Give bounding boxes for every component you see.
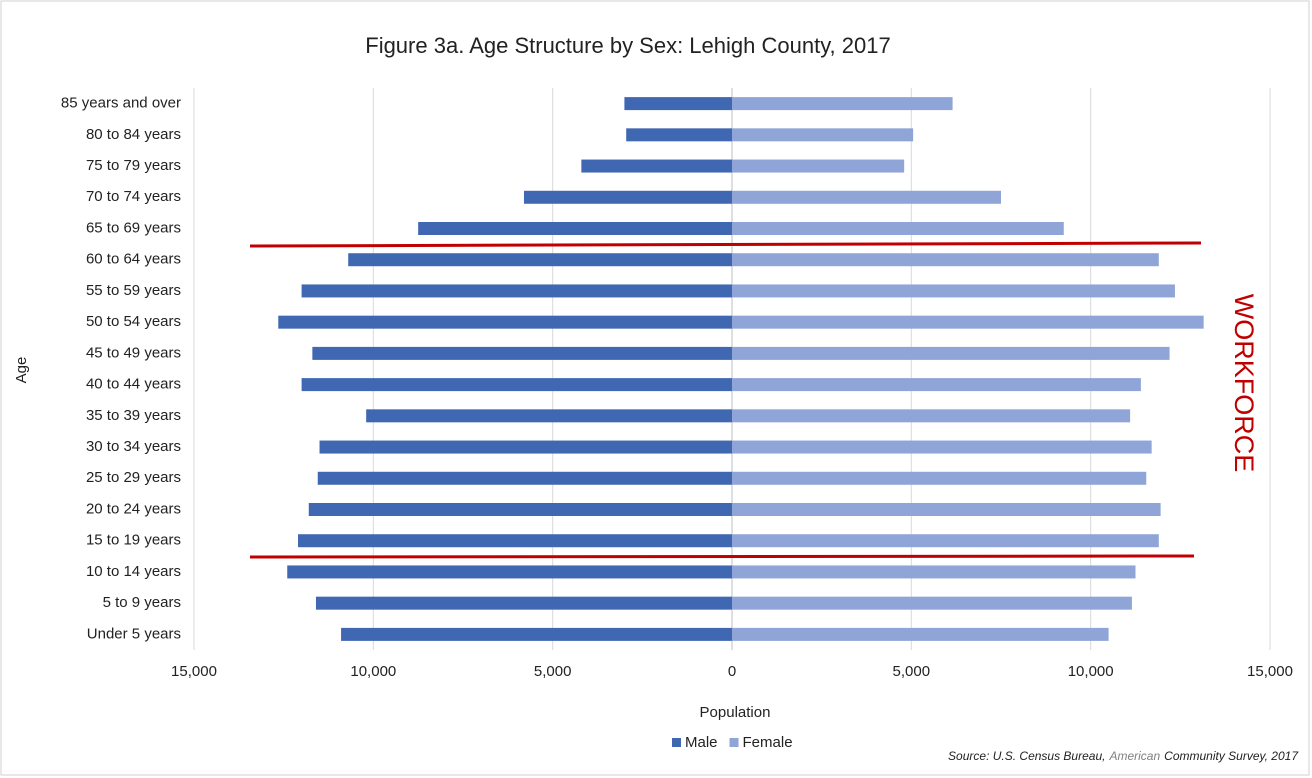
legend-label: Male [685,734,718,751]
x-tick-label: 10,000 [1068,663,1114,680]
bar [732,440,1152,454]
y-tick-label: 40 to 44 years [86,376,181,393]
bar [624,97,732,111]
x-tick-label: 5,000 [534,663,572,680]
x-tick-label: 15,000 [171,663,217,680]
bar [732,253,1159,267]
bar [732,284,1175,298]
legend-label: Female [743,734,793,751]
bar [308,503,732,516]
bar [732,534,1159,548]
x-tick-label: 10,000 [350,663,396,680]
bar [418,222,732,235]
bar [732,97,953,111]
bar [301,284,732,298]
y-tick-label: 5 to 9 years [103,594,181,611]
bar [732,565,1136,579]
source-part: American [1108,749,1160,763]
y-tick-label: 45 to 49 years [86,344,181,361]
bar [341,627,732,641]
annotation: WORKFORCE [1229,294,1259,473]
bar [732,409,1131,423]
bar [348,253,732,267]
y-tick-label: 50 to 54 years [86,313,181,330]
bar [319,440,732,454]
bar [732,315,1204,329]
plot-area: 15,000 10,000 5,000 0 5,000 10,000 15,000 85 ye… [61,88,1293,751]
x-tick-label: 15,000 [1247,663,1293,680]
y-tick-label: 65 to 69 years [86,219,181,236]
bar [581,159,732,173]
y-tick-label: Under 5 years [87,625,181,642]
bar [317,471,732,485]
bar [732,503,1161,516]
y-tick-label: 55 to 59 years [86,282,181,299]
y-tick-label: 25 to 29 years [86,469,181,486]
y-tick-label: 75 to 79 years [86,157,181,174]
bar [732,128,914,142]
y-tick-label: 35 to 39 years [86,407,181,424]
y-axis-title: Age [13,357,30,384]
legend-swatch [729,738,739,747]
bar [366,409,732,423]
bar [732,190,1001,204]
bar [278,315,732,329]
workforce-boundary [249,554,1195,559]
x-tick-label: 5,000 [893,663,931,680]
bar [732,627,1109,641]
bar [523,190,732,204]
bar [732,378,1141,392]
x-axis-title: Population [700,704,771,721]
bar [287,565,732,579]
bar [301,378,732,392]
legend-swatch [672,738,681,747]
bar [626,128,732,142]
x-tick-label: 0 [728,663,736,680]
chart-title: Figure 3a. Age Structure by Sex: Lehigh … [365,33,890,58]
bar [315,596,732,610]
bar [732,159,905,173]
y-tick-label: 85 years and over [61,95,181,112]
bar [732,346,1170,360]
bar [732,222,1064,235]
y-tick-label: 10 to 14 years [86,563,181,580]
y-tick-label: 60 to 64 years [86,251,181,268]
bar [732,596,1132,610]
workforce-boundary [249,241,1202,248]
y-tick-label: 20 to 24 years [86,500,181,517]
bar [298,534,732,548]
bar [732,471,1147,485]
bar [312,346,732,360]
source-note: Source: U.S. Census Bureau, American Commu… [948,749,1299,763]
source-part: Source: U.S. Census Bureau, [948,749,1105,763]
y-tick-label: 70 to 74 years [86,188,181,205]
source-part: Community Survey, 2017 [1164,749,1299,763]
y-tick-label: 80 to 84 years [86,126,181,143]
y-tick-label: 30 to 34 years [86,438,181,455]
y-tick-label: 15 to 19 years [86,532,181,549]
